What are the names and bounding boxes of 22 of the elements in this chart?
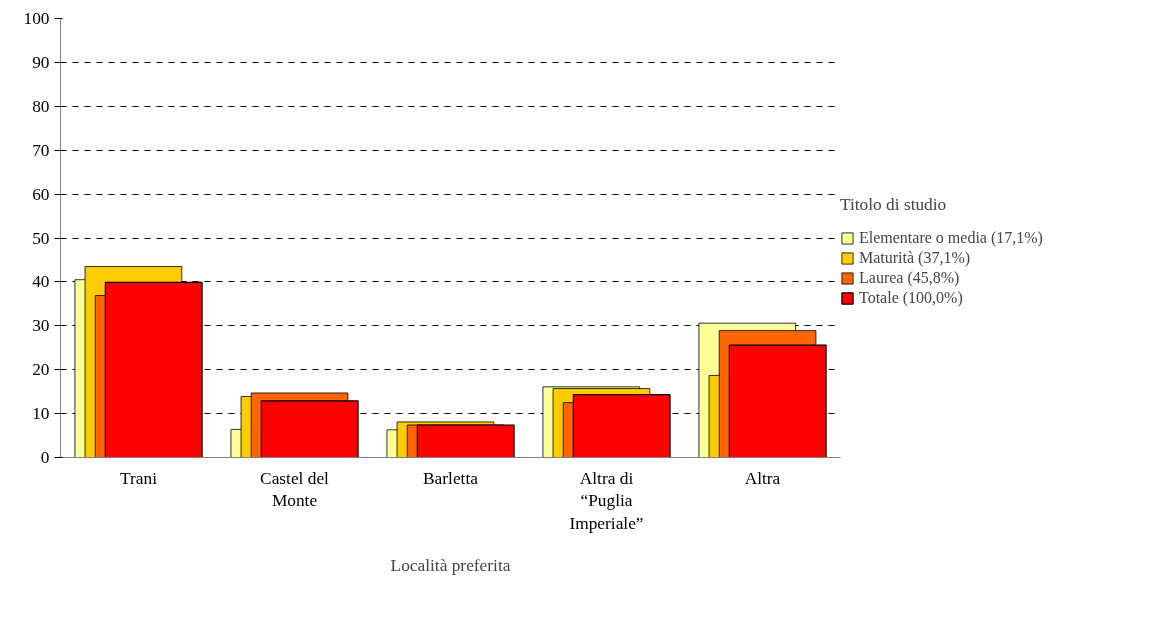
y-tick-label: 90: [32, 52, 50, 72]
y-tick-label: 60: [32, 184, 50, 204]
x-tick-label: Castel del Monte: [260, 468, 330, 511]
y-tick-label: 70: [32, 140, 50, 160]
legend-label: Maturità (37,1%): [859, 249, 971, 267]
legend-label: Laurea (45,8%): [859, 269, 960, 287]
x-tick-label: Altra di “Puglia Imperiale”: [569, 468, 644, 534]
y-tick-label: 30: [32, 316, 50, 336]
legend-label: Elementare o media (17,1%): [859, 229, 1043, 247]
x-tick-label: Altra: [744, 468, 781, 488]
legend-title: Titolo di studio: [840, 195, 948, 215]
y-tick-label: 100: [23, 9, 50, 28]
y-tick-label: 50: [32, 228, 50, 248]
x-tick-label: Trani: [120, 468, 158, 488]
legend-label: Totale (100,0%): [859, 289, 963, 307]
y-tick-label: 80: [32, 96, 50, 116]
y-tick-label: 0: [40, 448, 50, 467]
x-axis-title: Località preferita: [390, 556, 511, 576]
y-tick-label: 40: [32, 272, 50, 292]
y-tick-label: 10: [32, 404, 50, 424]
x-tick-label: Barletta: [423, 468, 479, 488]
y-tick-label: 20: [32, 360, 50, 380]
